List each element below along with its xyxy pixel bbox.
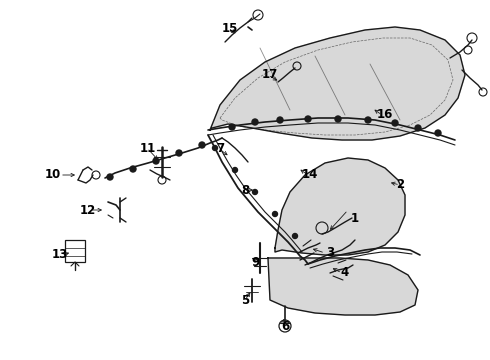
Circle shape [153,158,159,164]
Circle shape [335,116,341,122]
Text: 10: 10 [45,168,61,181]
Text: 2: 2 [396,179,404,192]
Text: 9: 9 [251,256,259,269]
Circle shape [415,125,421,131]
Circle shape [199,142,205,148]
Circle shape [176,150,182,156]
Text: 1: 1 [351,211,359,225]
Circle shape [365,117,371,123]
Polygon shape [210,27,465,140]
Polygon shape [275,158,405,255]
Text: 12: 12 [80,203,96,216]
Circle shape [272,211,277,216]
Text: 13: 13 [52,248,68,261]
Circle shape [229,124,235,130]
Text: 7: 7 [216,141,224,154]
Circle shape [252,119,258,125]
Circle shape [107,174,113,180]
Circle shape [232,167,238,172]
Circle shape [277,117,283,123]
Text: 15: 15 [222,22,238,35]
Circle shape [130,166,136,172]
Text: 16: 16 [377,108,393,122]
Polygon shape [268,258,418,315]
Text: 4: 4 [341,266,349,279]
Circle shape [252,189,258,194]
Circle shape [293,234,297,238]
Text: 5: 5 [241,293,249,306]
Text: 14: 14 [302,168,318,181]
Text: 17: 17 [262,68,278,81]
Text: 3: 3 [326,247,334,260]
Text: 6: 6 [281,320,289,333]
Text: 8: 8 [241,184,249,197]
Circle shape [213,145,218,150]
Text: 11: 11 [140,141,156,154]
Circle shape [305,116,311,122]
Circle shape [392,120,398,126]
Circle shape [435,130,441,136]
